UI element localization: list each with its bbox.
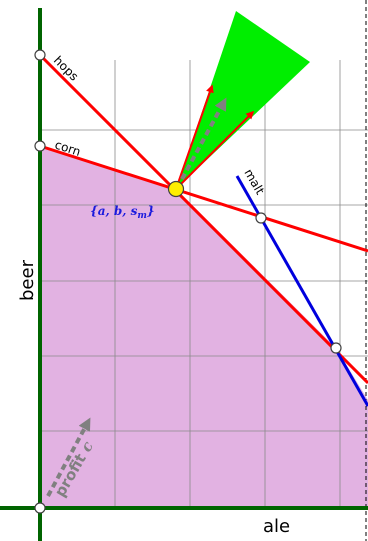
hops-normal-arrow	[175, 110, 255, 190]
profit-direction-arrow-top	[180, 97, 227, 180]
vertex-set-close: }	[147, 204, 155, 218]
vertex-corn-intercept	[34, 140, 46, 152]
vertices	[34, 49, 342, 514]
feasible-region	[40, 146, 368, 508]
x-axis-label: ale	[263, 516, 290, 537]
optimum-point	[167, 180, 185, 198]
vertex-set-subscript: m	[137, 211, 147, 221]
corn-normal-arrow	[175, 84, 214, 190]
corn-constraint-line	[39, 144, 368, 253]
vertex-origin	[34, 502, 46, 514]
vertex-hops-malt	[330, 342, 342, 354]
vertex-corn-malt	[255, 212, 267, 224]
optimal-cone	[176, 11, 310, 189]
vertex-set-text: {a, b, s	[90, 204, 138, 218]
vertex-set-label: {a, b, sm}	[90, 204, 155, 221]
hops-constraint-line	[38, 53, 368, 385]
y-axis-label: beer	[17, 259, 38, 301]
grid	[40, 60, 368, 508]
profit-direction-arrow-bottom	[46, 417, 91, 497]
vertex-hops-intercept	[34, 49, 46, 61]
